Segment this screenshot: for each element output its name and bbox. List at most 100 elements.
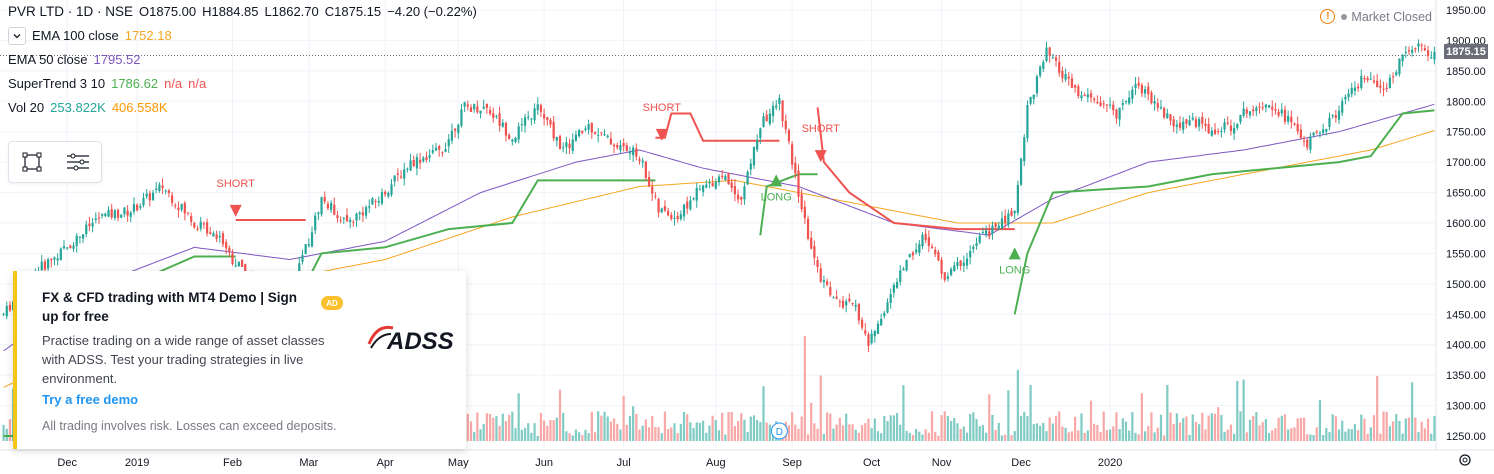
candle-body (1102, 103, 1105, 105)
volume-bar (530, 432, 533, 441)
candle-body (1274, 109, 1277, 111)
volume-bar (514, 428, 517, 441)
ad-cta-link[interactable]: Try a free demo (42, 392, 139, 407)
volume-bar (733, 426, 737, 441)
y-tick-label: 1350.00 (1446, 370, 1486, 382)
ema50-path (3, 103, 1435, 352)
volume-bar (1086, 430, 1089, 441)
candle-body (43, 261, 47, 270)
candle-body (88, 223, 91, 227)
candle-body (749, 163, 752, 170)
candle-body (1016, 185, 1019, 213)
volume-bar (539, 412, 543, 441)
candle-body (352, 221, 355, 223)
volume-bar (730, 412, 733, 441)
indicator-row-supertrend[interactable]: SuperTrend 3 10 1786.62 n/a n/a (8, 76, 483, 92)
candle-body (1159, 107, 1163, 109)
x-tick-label: Jul (617, 457, 631, 469)
candle-body (1306, 139, 1309, 148)
volume-bar (1198, 424, 1201, 441)
volume-bar (625, 424, 628, 441)
candle-body (215, 234, 218, 239)
candle-body (492, 113, 495, 118)
volume-bar (1341, 420, 1344, 441)
candle-body (956, 262, 959, 266)
candle-body (1252, 109, 1255, 112)
long-label: LONG (761, 191, 792, 203)
volume-bar (670, 427, 673, 441)
candle-body (1388, 77, 1392, 89)
rectangle-select-icon[interactable] (17, 147, 47, 177)
volume-bar (749, 416, 752, 441)
candle-body (1074, 85, 1077, 88)
volume-bar (1283, 414, 1287, 441)
ad-panel[interactable]: FX & CFD trading with MT4 Demo | Sign up… (13, 271, 466, 449)
candle-body (155, 188, 158, 191)
candle-body (1248, 111, 1252, 116)
volume-bar (969, 414, 972, 441)
volume-bar (1271, 430, 1274, 441)
ad-title[interactable]: FX & CFD trading with MT4 Demo | Sign up… (42, 290, 298, 324)
candle-body (1318, 132, 1322, 134)
symbol-title[interactable]: PVR LTD · 1D · NSE (8, 4, 134, 19)
volume-bar (1353, 424, 1357, 441)
candle-body (205, 222, 209, 234)
adss-logo: ADSS (365, 318, 460, 360)
volume-bar (1388, 426, 1392, 441)
object-tree-icon[interactable] (63, 147, 93, 177)
supertrend-long (759, 173, 818, 236)
candle-body (377, 200, 380, 203)
candle-body (1299, 129, 1302, 138)
volume-bar (587, 433, 590, 441)
x-tick-label: Feb (223, 457, 242, 469)
candle-body (997, 225, 1000, 230)
volume-bar (1210, 413, 1213, 441)
volume-bar (517, 393, 520, 441)
candle-body (228, 247, 231, 253)
indicator-row-ema100[interactable]: EMA 100 close 1752.18 (8, 27, 483, 45)
volume-bar (1391, 421, 1395, 441)
volume-bar (501, 413, 504, 441)
ema50-line (3, 103, 1435, 352)
current-price-tag: 1875.15 (1444, 44, 1488, 59)
indicator-row-volume[interactable]: Vol 20 253.822K 406.558K (8, 100, 483, 116)
volume-bar (1372, 415, 1376, 441)
volume-bar (1150, 412, 1153, 441)
candle-body (1099, 102, 1102, 107)
candle-body (1054, 57, 1058, 61)
candle-body (1236, 123, 1239, 128)
candle-body (635, 148, 638, 157)
candle-body (317, 212, 320, 215)
volume-bar (1099, 432, 1102, 441)
volume-bar (1360, 414, 1363, 441)
volume-bar (485, 413, 489, 441)
candle-body (485, 103, 489, 108)
candle-body (301, 255, 304, 262)
volume-bar (915, 429, 918, 441)
ad-disclaimer: All trading involves risk. Losses can ex… (42, 419, 337, 433)
candle-body (937, 251, 940, 261)
volume-bar (762, 386, 765, 441)
candle-body (708, 182, 711, 184)
candle-body (1341, 101, 1344, 113)
candle-body (221, 233, 225, 245)
volume-bar (965, 432, 969, 441)
candle-body (1178, 122, 1182, 128)
chevron-down-icon[interactable] (8, 27, 26, 45)
candle-body (1147, 86, 1150, 95)
candle-body (361, 212, 364, 216)
indicator-row-ema50[interactable]: EMA 50 close 1795.52 (8, 52, 483, 68)
volume-bar (546, 425, 549, 441)
candle-body (94, 218, 97, 221)
volume-bar (1331, 414, 1334, 441)
candle-body (1344, 96, 1347, 100)
volume-bar (466, 413, 469, 441)
candle-body (1182, 121, 1185, 130)
candle-body (1045, 47, 1048, 61)
candle-body (374, 201, 377, 203)
candle-body (555, 136, 558, 141)
volume-bar (806, 434, 810, 441)
market-status[interactable]: ! Market Closed (1320, 9, 1432, 24)
candle-body (120, 214, 123, 218)
volume-bar (857, 432, 861, 441)
